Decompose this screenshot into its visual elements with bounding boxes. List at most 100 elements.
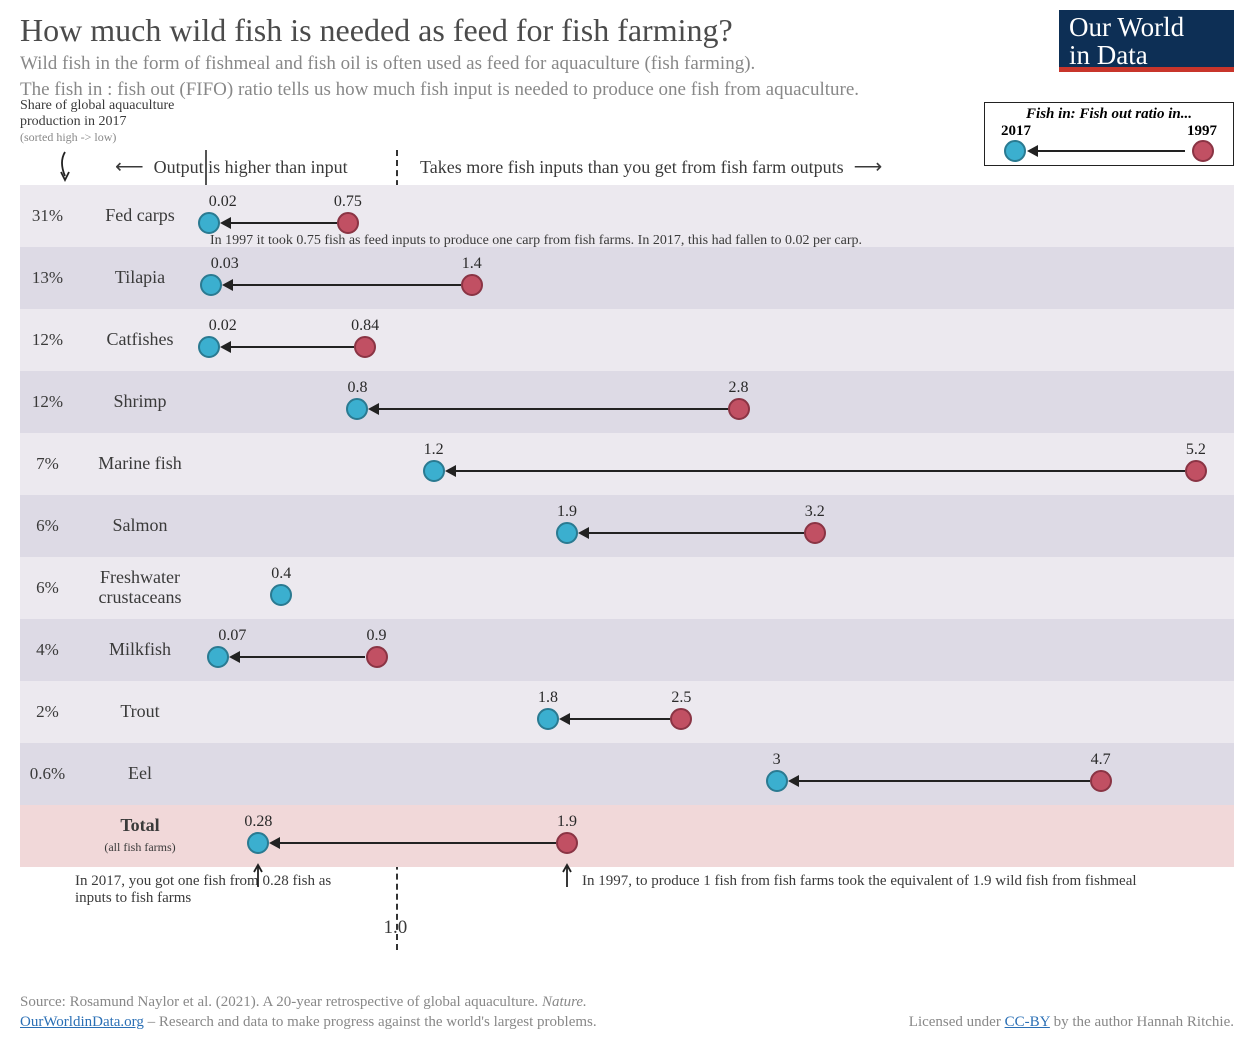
share-value: 31%	[20, 185, 75, 247]
footer-source: Source: Rosamund Naylor et al. (2021). A…	[20, 994, 542, 1010]
value-label-2017: 0.07	[218, 627, 246, 645]
trend-arrow	[230, 346, 354, 348]
share-header-l2: production in 2017	[20, 114, 127, 129]
trend-arrow	[588, 532, 804, 534]
footer-license-prefix: Licensed under	[909, 1014, 1005, 1030]
dot-1997	[337, 212, 359, 234]
row-label: Fed carps	[75, 185, 205, 247]
value-label-1997: 1.9	[557, 813, 577, 831]
value-label-1997: 2.5	[671, 689, 691, 707]
legend-year-old: 1997	[1187, 123, 1217, 140]
value-label-2017: 0.02	[209, 317, 237, 335]
plot-cell: 4.73	[205, 743, 1234, 805]
annotation-arrow-left-icon	[251, 863, 265, 889]
down-arrow-icon	[53, 150, 77, 184]
plot-cell: 3.21.9	[205, 495, 1234, 557]
share-header: Share of global aquaculture production i…	[20, 98, 230, 146]
row-label: Tilapia	[75, 247, 205, 309]
value-label-1997: 2.8	[729, 379, 749, 397]
subtitle-line-2: The fish in : fish out (FIFO) ratio tell…	[20, 79, 859, 100]
row-label: Shrimp	[75, 371, 205, 433]
trend-arrow-head	[220, 341, 231, 353]
trend-arrow	[569, 718, 670, 720]
dot-1997	[728, 398, 750, 420]
trend-arrow-head	[559, 713, 570, 725]
row-species: 0.6%Eel4.73	[20, 743, 1234, 805]
value-label-2017: 0.03	[211, 255, 239, 273]
row-label: Trout	[75, 681, 205, 743]
value-label-2017: 0.8	[347, 379, 367, 397]
row-label: Eel	[75, 743, 205, 805]
row-total: Total(all fish farms)1.90.28	[20, 805, 1234, 867]
row-species: 2%Trout2.51.8	[20, 681, 1234, 743]
chart-area: Share of global aquaculture production i…	[20, 120, 1234, 978]
dot-2017	[556, 522, 578, 544]
trend-arrow-head	[788, 775, 799, 787]
trend-arrow-head	[220, 217, 231, 229]
value-label-1997: 3.2	[805, 503, 825, 521]
trend-arrow-head	[445, 465, 456, 477]
legend-dot-2017	[1004, 140, 1026, 162]
row-label: Freshwater crustaceans	[75, 557, 205, 619]
share-value: 4%	[20, 619, 75, 681]
dot-2017	[198, 212, 220, 234]
share-value: 6%	[20, 557, 75, 619]
trend-arrow	[378, 408, 727, 410]
axis-center-label: 1.0	[384, 917, 408, 939]
trend-arrow	[239, 656, 365, 658]
trend-arrow-head	[269, 837, 280, 849]
plot-cell: 5.21.2	[205, 433, 1234, 495]
value-label-2017: 1.8	[538, 689, 558, 707]
plot-cell: 1.90.28	[205, 805, 1234, 867]
value-label-1997: 5.2	[1186, 441, 1206, 459]
trend-arrow-head	[222, 279, 233, 291]
legend-arrow-head	[1027, 145, 1038, 157]
dot-2017	[346, 398, 368, 420]
row-label: Milkfish	[75, 619, 205, 681]
row-species: 31%Fed carps0.750.02In 1997 it took 0.75…	[20, 185, 1234, 247]
value-label-2017: 0.02	[209, 193, 237, 211]
dot-1997	[670, 708, 692, 730]
dot-1997	[804, 522, 826, 544]
trend-arrow-head	[229, 651, 240, 663]
dot-2017	[247, 832, 269, 854]
plot-cell: 2.8 0.8	[205, 371, 1234, 433]
row-species: 12%Shrimp2.80.8	[20, 371, 1234, 433]
dot-1997	[366, 646, 388, 668]
left-region-text: Output is higher than input	[154, 157, 348, 177]
trend-arrow-head	[578, 527, 589, 539]
right-region-text: Takes more fish inputs than you get from…	[420, 157, 844, 177]
dot-1997	[461, 274, 483, 296]
dot-1997	[354, 336, 376, 358]
dot-2017	[766, 770, 788, 792]
value-label-1997: 0.9	[367, 627, 387, 645]
plot-cell: 2.5 1.8	[205, 681, 1234, 743]
trend-arrow	[798, 780, 1090, 782]
footer-site-link[interactable]: OurWorldinData.org	[20, 1014, 144, 1030]
row-label: Total(all fish farms)	[75, 805, 205, 867]
share-value: 13%	[20, 247, 75, 309]
legend-arrow	[1033, 150, 1185, 152]
plot-cell: 0.840.02	[205, 309, 1234, 371]
value-label-1997: 4.7	[1091, 751, 1111, 769]
plot-cell: 0.9 0.07	[205, 619, 1234, 681]
dot-2017	[270, 584, 292, 606]
trend-arrow	[279, 842, 556, 844]
footer-license-suffix: by the author Hannah Ritchie.	[1050, 1014, 1234, 1030]
footer-license-link[interactable]: CC-BY	[1005, 1014, 1050, 1030]
share-header-l3: (sorted high -> low)	[20, 130, 116, 144]
plot-cell: 1.40.03	[205, 247, 1234, 309]
dot-2017	[537, 708, 559, 730]
owid-logo: Our World in Data	[1059, 10, 1234, 72]
trend-arrow	[455, 470, 1185, 472]
bottom-annotation-right: In 1997, to produce 1 fish from fish far…	[582, 873, 1182, 890]
row-label: Marine fish	[75, 433, 205, 495]
bottom-annotation-left: In 2017, you got one fish from 0.28 fish…	[75, 873, 355, 908]
value-label-1997: 0.75	[334, 193, 362, 211]
footer: Source: Rosamund Naylor et al. (2021). A…	[20, 992, 1234, 1033]
share-header-l1: Share of global aquaculture	[20, 98, 174, 113]
share-value: 7%	[20, 433, 75, 495]
right-region-label: Takes more fish inputs than you get from…	[420, 156, 882, 179]
row-species: 4%Milkfish 0.9 0.07	[20, 619, 1234, 681]
row-label: Catfishes	[75, 309, 205, 371]
